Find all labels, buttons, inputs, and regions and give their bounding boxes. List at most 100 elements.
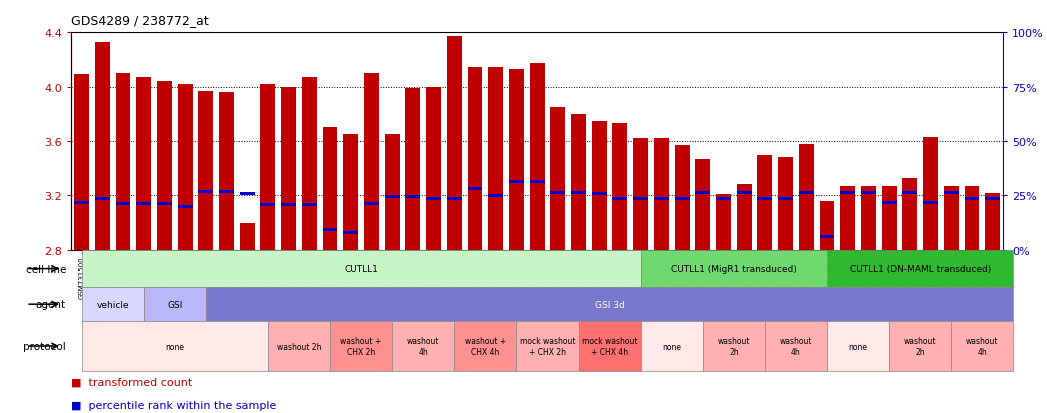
Bar <box>592 193 606 196</box>
Text: GDS4289 / 238772_at: GDS4289 / 238772_at <box>71 14 209 27</box>
Bar <box>641 250 827 288</box>
Bar <box>282 204 296 207</box>
Bar <box>178 85 193 250</box>
Bar <box>468 68 483 250</box>
Bar <box>799 192 814 195</box>
Bar <box>571 114 586 250</box>
Bar <box>882 186 896 250</box>
Bar <box>454 321 516 371</box>
Bar <box>861 192 876 195</box>
Bar <box>426 87 441 250</box>
Bar <box>95 197 110 200</box>
Bar <box>841 192 855 195</box>
Bar <box>405 89 420 250</box>
Bar <box>178 205 193 208</box>
Bar <box>827 321 889 371</box>
Bar <box>393 321 454 371</box>
Bar <box>82 321 268 371</box>
Bar <box>74 201 89 204</box>
Bar <box>157 202 172 206</box>
Bar <box>799 144 814 250</box>
Text: vehicle: vehicle <box>96 300 129 309</box>
Text: washout
4h: washout 4h <box>780 337 812 356</box>
Bar <box>302 204 317 207</box>
Bar <box>509 181 524 184</box>
Bar <box>240 223 254 250</box>
Bar <box>516 321 579 371</box>
Bar <box>778 158 793 250</box>
Text: protocol: protocol <box>23 341 66 351</box>
Bar <box>157 82 172 250</box>
Text: mock washout
+ CHX 2h: mock washout + CHX 2h <box>519 337 575 356</box>
Text: washout +
CHX 2h: washout + CHX 2h <box>340 337 382 356</box>
Text: mock washout
+ CHX 4h: mock washout + CHX 4h <box>582 337 638 356</box>
Bar <box>889 321 952 371</box>
Bar <box>985 193 1000 250</box>
Bar <box>571 192 586 195</box>
Text: agent: agent <box>36 299 66 309</box>
Bar <box>641 321 703 371</box>
Bar <box>765 321 827 371</box>
Bar <box>261 85 275 250</box>
Bar <box>364 202 379 206</box>
Bar <box>426 197 441 200</box>
Bar <box>903 178 917 250</box>
Bar <box>322 128 337 250</box>
Bar <box>633 197 648 200</box>
Text: washout 2h: washout 2h <box>276 342 321 351</box>
Text: washout
4h: washout 4h <box>966 337 999 356</box>
Bar <box>206 288 1013 321</box>
Bar <box>447 197 462 200</box>
Text: washout
2h: washout 2h <box>904 337 936 356</box>
Bar <box>695 159 710 250</box>
Text: cell line: cell line <box>25 264 66 274</box>
Bar <box>579 321 641 371</box>
Bar <box>240 193 254 196</box>
Text: GSI: GSI <box>168 300 182 309</box>
Bar <box>716 195 731 250</box>
Bar <box>136 202 151 206</box>
Bar <box>198 91 214 250</box>
Bar <box>447 37 462 250</box>
Bar <box>592 121 606 250</box>
Bar <box>115 202 131 206</box>
Bar <box>820 235 834 238</box>
Bar <box>551 192 565 195</box>
Bar <box>923 201 938 204</box>
Bar <box>841 186 855 250</box>
Bar <box>654 197 669 200</box>
Bar <box>861 186 876 250</box>
Bar <box>703 321 765 371</box>
Bar <box>82 288 143 321</box>
Bar <box>952 321 1013 371</box>
Text: CUTLL1 (MigR1 transduced): CUTLL1 (MigR1 transduced) <box>671 264 797 273</box>
Bar <box>757 155 773 250</box>
Text: CUTLL1 (DN-MAML transduced): CUTLL1 (DN-MAML transduced) <box>849 264 990 273</box>
Bar <box>923 138 938 250</box>
Bar <box>268 321 330 371</box>
Text: GSI 3d: GSI 3d <box>595 300 624 309</box>
Bar <box>778 197 793 200</box>
Bar <box>343 135 358 250</box>
Bar <box>198 190 214 193</box>
Bar <box>737 185 752 250</box>
Bar <box>964 186 979 250</box>
Bar <box>612 197 627 200</box>
Text: washout
4h: washout 4h <box>407 337 440 356</box>
Bar <box>384 135 400 250</box>
Text: none: none <box>662 342 682 351</box>
Text: ■  transformed count: ■ transformed count <box>71 377 193 387</box>
Bar <box>384 196 400 199</box>
Bar <box>654 139 669 250</box>
Text: washout +
CHX 4h: washout + CHX 4h <box>465 337 506 356</box>
Bar <box>488 68 504 250</box>
Text: ■  percentile rank within the sample: ■ percentile rank within the sample <box>71 400 276 410</box>
Bar <box>219 93 233 250</box>
Bar <box>695 192 710 195</box>
Bar <box>261 204 275 207</box>
Text: CUTLL1: CUTLL1 <box>344 264 378 273</box>
Bar <box>322 228 337 231</box>
Bar <box>405 196 420 199</box>
Bar <box>633 139 648 250</box>
Bar <box>820 201 834 250</box>
